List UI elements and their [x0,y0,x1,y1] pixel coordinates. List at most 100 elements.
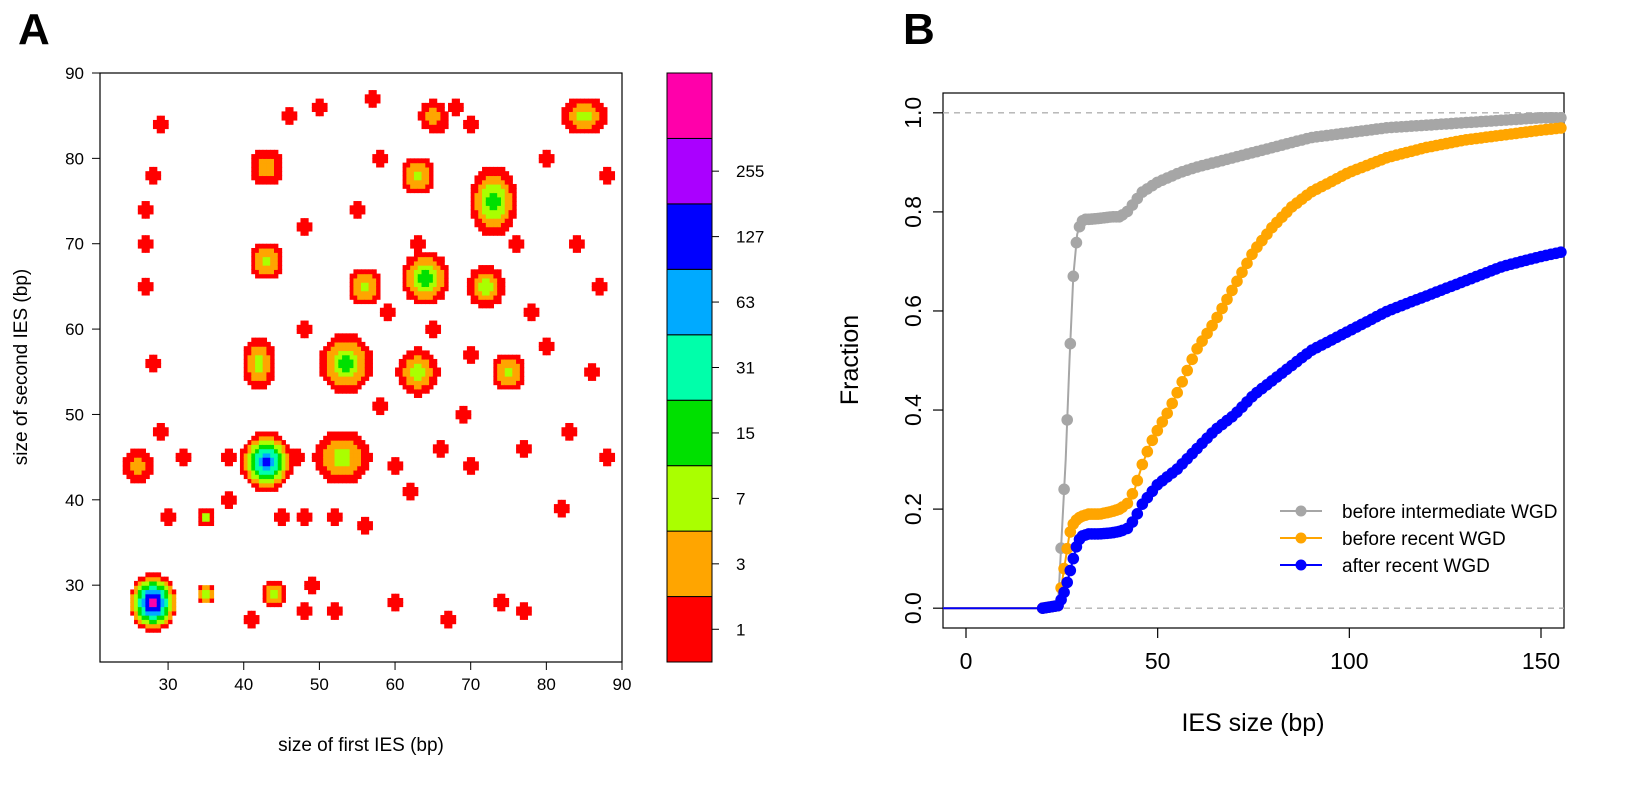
heatmap-cell [160,576,165,582]
heatmap-cell [281,469,286,475]
heatmap-cell [444,124,449,130]
heatmap-x-tick-label: 90 [613,675,632,694]
heatmap-cell [345,367,351,373]
heatmap-cell [432,320,438,326]
heatmap-cell [274,265,279,270]
heatmap-cell [364,354,370,360]
heatmap-cell [262,273,268,279]
heatmap-cell [516,606,521,612]
heatmap-cell [130,606,135,612]
heatmap-cell [330,521,336,527]
heatmap-cell [425,286,430,292]
heatmap-cell [591,102,597,108]
heatmap-cell [599,171,604,177]
heatmap-cell [262,337,268,343]
heatmap-cell [345,431,351,437]
heatmap-cell [470,461,476,467]
heatmap-cell [251,367,256,373]
heatmap-cell [550,158,555,164]
heatmap-cell [334,376,339,381]
heatmap-cell [247,457,252,462]
heatmap-cell [266,265,271,270]
heatmap-cell [338,435,343,441]
heatmap-cell [338,350,343,356]
heatmap-cell [591,124,597,130]
heatmap-cell [357,286,362,292]
heatmap-cell [141,286,146,292]
heatmap-cell [504,222,510,228]
heatmap-cell [413,277,419,283]
heatmap-cell [274,593,279,599]
heatmap-cell [228,495,233,501]
ecdf-y-tick-label: 0.0 [900,592,926,624]
heatmap-cell [417,367,423,373]
heatmap-cell [122,457,128,462]
heatmap-cell [300,521,305,527]
heatmap-cell [459,414,464,420]
heatmap-cell [205,597,211,603]
heatmap-cell [251,162,256,168]
heatmap-cell [580,115,585,121]
heatmap-cell [255,273,260,279]
heatmap-cell [266,440,271,445]
heatmap-cell [466,461,472,467]
heatmap-cell [255,461,260,467]
heatmap-cell [152,354,158,360]
heatmap-cell [497,218,502,223]
heatmap-cell [413,247,419,253]
heatmap-cell [387,307,392,313]
heatmap-cell [436,444,442,450]
heatmap-cell [228,457,233,462]
heatmap-cell [141,585,146,591]
heatmap-cell [482,290,487,296]
heatmap-cell [466,358,472,364]
heatmap-cell [330,341,336,347]
heatmap-cell [296,222,302,228]
heatmap-cell [251,256,256,262]
heatmap-cell [508,179,513,185]
heatmap-cell [497,384,502,390]
heatmap-cell [239,465,245,471]
heatmap-cell [130,478,135,484]
heatmap-cell [361,521,366,527]
heatmap-cell [308,606,313,612]
heatmap-cell [156,576,162,582]
heatmap-cell [429,111,434,117]
heatmap-cell [440,619,445,625]
ecdf-y-axis-label: Fraction [836,315,864,405]
heatmap-cell [160,119,165,125]
heatmap-cell [338,388,343,394]
heatmap-cell [304,602,309,608]
heatmap-cell [440,111,445,117]
heatmap-cell [364,521,370,527]
heatmap-cell [395,465,400,471]
heatmap-cell [338,363,343,369]
heatmap-cell [251,478,256,484]
heatmap-cell [368,94,373,100]
heatmap-cell [224,461,230,467]
heatmap-cell [508,358,513,364]
heatmap-cell [209,516,215,522]
heatmap-cell [255,469,260,475]
heatmap-cell [258,346,264,352]
heatmap-cell [141,580,146,586]
heatmap-cell [376,282,381,288]
heatmap-cell [485,290,491,296]
heatmap-cell [247,469,252,475]
data-point [1171,386,1183,399]
heatmap-cell [421,358,426,364]
heatmap-cell [425,376,430,381]
heatmap-cell [478,205,483,211]
heatmap-cell [270,431,275,437]
heatmap-cell [485,192,491,198]
heatmap-cell [368,457,373,462]
heatmap-cell [508,205,513,211]
heatmap-cell [145,627,150,633]
heatmap-cell [300,452,305,458]
data-point [1241,257,1253,270]
heatmap-cell [338,452,343,458]
heatmap-cell [247,346,252,352]
heatmap-cell [149,179,154,185]
heatmap-cell [406,273,411,279]
heatmap-cell [432,376,438,381]
